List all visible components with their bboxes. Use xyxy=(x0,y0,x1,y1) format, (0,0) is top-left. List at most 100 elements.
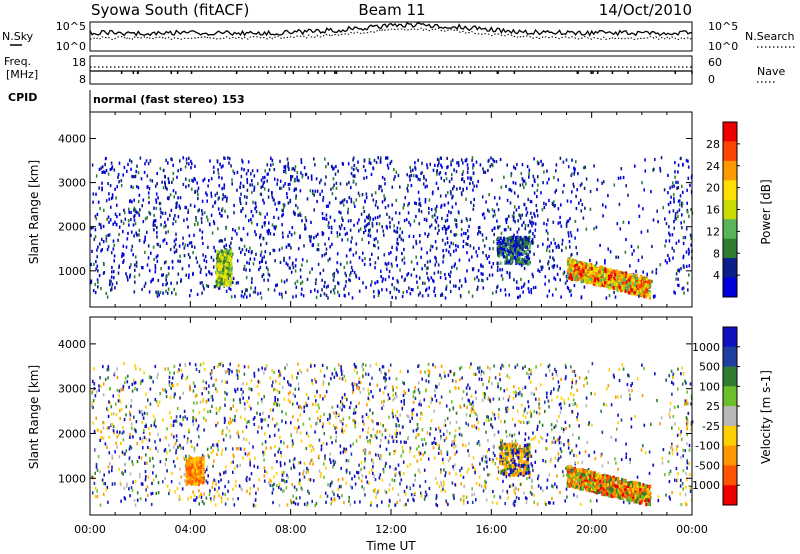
data-cell xyxy=(224,418,226,422)
data-cell xyxy=(415,274,418,278)
data-cell xyxy=(509,201,512,205)
data-cell xyxy=(408,202,410,206)
data-cell xyxy=(250,221,253,225)
data-cell xyxy=(450,270,452,274)
freq-strip-frame xyxy=(89,55,693,85)
data-cell xyxy=(440,156,442,160)
data-cell xyxy=(249,246,251,250)
data-cell xyxy=(205,418,207,422)
data-cell xyxy=(470,200,472,205)
data-cell xyxy=(436,385,438,389)
data-cell xyxy=(179,443,181,447)
echo-cell xyxy=(614,270,617,274)
data-cell xyxy=(303,166,306,170)
data-cell xyxy=(415,436,417,440)
data-cell xyxy=(682,190,684,194)
data-cell xyxy=(460,227,463,232)
data-cell xyxy=(156,226,158,230)
data-cell xyxy=(440,435,442,439)
data-cell xyxy=(605,296,608,300)
data-cell xyxy=(555,287,557,291)
data-cell xyxy=(591,362,594,366)
echo-cell xyxy=(620,288,623,293)
data-cell xyxy=(551,264,554,268)
freq-trace-spike xyxy=(373,71,375,74)
data-cell xyxy=(439,401,441,405)
colorbar-tick-label: 4 xyxy=(713,269,720,282)
data-cell xyxy=(547,365,550,369)
data-cell xyxy=(241,290,243,294)
data-cell xyxy=(322,382,325,387)
data-cell xyxy=(538,161,540,165)
data-cell xyxy=(674,215,677,219)
data-cell xyxy=(483,244,486,248)
data-cell xyxy=(91,163,94,167)
data-cell xyxy=(268,273,271,277)
data-cell xyxy=(522,413,525,417)
data-cell xyxy=(602,214,604,218)
data-cell xyxy=(431,397,433,402)
data-cell xyxy=(497,416,500,420)
echo-cell xyxy=(510,246,514,250)
data-cell xyxy=(535,410,538,415)
data-cell xyxy=(532,275,534,279)
data-cell xyxy=(561,238,564,242)
data-cell xyxy=(363,176,365,180)
data-cell xyxy=(381,225,383,229)
data-cell xyxy=(393,224,395,228)
data-cell xyxy=(672,181,674,185)
data-cell xyxy=(521,177,524,181)
echo-cell xyxy=(502,244,505,248)
data-cell xyxy=(506,387,508,391)
data-cell xyxy=(435,256,437,260)
echo-cell xyxy=(612,269,615,273)
echo-cell xyxy=(614,286,617,290)
data-cell xyxy=(321,189,323,193)
data-cell xyxy=(122,384,125,389)
data-cell xyxy=(625,184,627,188)
data-cell xyxy=(102,170,105,174)
data-cell xyxy=(493,364,495,368)
echo-cell xyxy=(576,273,579,277)
data-cell xyxy=(452,187,454,191)
data-cell xyxy=(262,198,264,202)
data-cell xyxy=(668,257,671,261)
data-cell xyxy=(175,205,178,209)
data-cell xyxy=(240,447,242,451)
data-cell xyxy=(243,244,246,248)
data-cell xyxy=(433,437,436,441)
data-cell xyxy=(439,271,442,275)
data-cell xyxy=(402,206,405,210)
data-cell xyxy=(478,246,480,250)
data-cell xyxy=(156,292,158,296)
data-cell xyxy=(116,185,118,189)
data-cell xyxy=(283,165,285,169)
data-cell xyxy=(233,211,235,215)
data-cell xyxy=(164,174,166,179)
data-cell xyxy=(363,466,366,470)
data-cell xyxy=(130,210,132,214)
data-cell xyxy=(157,449,159,453)
data-cell xyxy=(250,251,253,255)
data-cell xyxy=(328,237,330,241)
data-cell xyxy=(263,395,265,399)
data-cell xyxy=(446,450,449,454)
data-cell xyxy=(196,189,199,193)
data-cell xyxy=(492,247,494,251)
data-cell xyxy=(149,159,152,163)
data-cell xyxy=(456,161,458,165)
data-cell xyxy=(444,219,447,223)
data-cell xyxy=(145,498,147,502)
data-cell xyxy=(168,489,171,493)
data-cell xyxy=(661,456,664,461)
data-cell xyxy=(333,219,336,223)
data-cell xyxy=(669,200,672,205)
freq-trace-spike xyxy=(307,71,310,74)
data-cell xyxy=(472,465,474,469)
data-cell xyxy=(285,245,288,249)
data-cell xyxy=(290,175,292,179)
data-cell xyxy=(118,409,121,413)
data-cell xyxy=(444,242,447,246)
data-cell xyxy=(159,202,162,206)
data-cell xyxy=(199,363,202,367)
